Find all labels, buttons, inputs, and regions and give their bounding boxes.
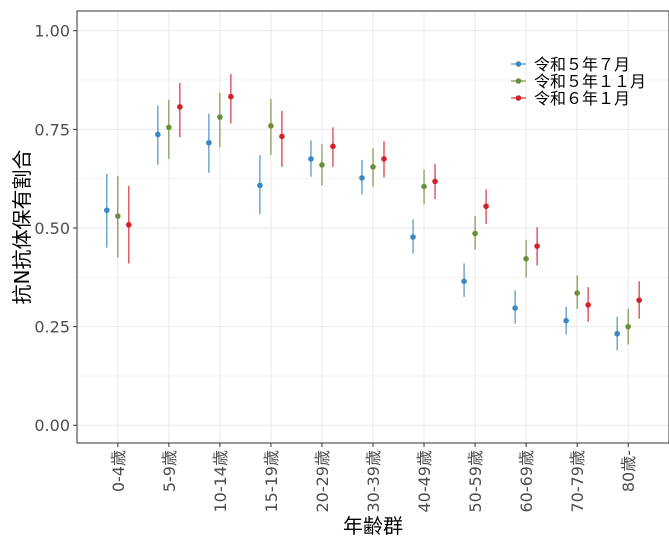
data-point	[574, 290, 580, 296]
x-tick-label: 30-39歳	[364, 450, 383, 513]
data-point	[155, 131, 161, 138]
data-point	[268, 123, 274, 129]
legend-key-point	[515, 95, 522, 101]
data-point	[432, 178, 438, 185]
grid-major-lines	[77, 11, 669, 443]
data-point	[472, 230, 478, 237]
data-point	[104, 207, 110, 214]
data-point	[206, 139, 212, 146]
y-tick-label: 0.25	[34, 318, 70, 337]
x-tick-label: 40-49歳	[415, 450, 434, 513]
legend-key-point	[515, 61, 522, 67]
data-point	[279, 133, 285, 140]
data-point	[217, 114, 223, 120]
x-tick-label: 0-4歳	[109, 450, 128, 492]
data-point	[585, 302, 591, 308]
data-point	[177, 104, 183, 110]
data-point	[625, 323, 631, 330]
legend-label: 令和６年１月	[534, 89, 630, 108]
x-tick-label: 10-14歳	[211, 450, 230, 513]
data-point	[257, 182, 263, 189]
y-axis-title: 抗N抗体保有割合	[10, 150, 34, 305]
data-point	[228, 93, 234, 100]
data-point	[115, 213, 121, 219]
data-point	[359, 175, 365, 181]
y-tick-label: 1.00	[34, 22, 70, 41]
data-points	[104, 74, 642, 351]
x-tick-label: 60-69歳	[517, 450, 536, 513]
legend-key-point	[515, 78, 522, 84]
y-tick-label: 0.00	[34, 416, 70, 435]
y-tick-label: 0.75	[34, 120, 70, 139]
data-point	[563, 317, 569, 324]
data-point	[330, 143, 336, 150]
x-tick-label: 15-19歳	[262, 450, 281, 513]
x-tick-label: 50-59歳	[466, 450, 485, 513]
x-tick-label: 80歳-	[619, 450, 638, 492]
y-tick-label: 0.50	[34, 219, 70, 238]
panel-border	[76, 10, 669, 444]
data-point	[523, 255, 529, 262]
y-axis-ticks: 0.00 0.25 0.50 0.75 1.00	[34, 22, 77, 435]
x-tick-label: 70-79歳	[568, 450, 587, 513]
data-point	[308, 156, 314, 162]
data-point	[512, 305, 518, 311]
x-tick-label: 20-29歳	[313, 450, 332, 513]
data-point	[166, 124, 172, 131]
x-axis-title: 年齢群	[343, 514, 403, 537]
x-tick-label: 5-9歳	[160, 450, 179, 492]
legend-label: 令和５年７月	[534, 55, 630, 74]
data-point	[319, 162, 325, 168]
data-point	[636, 297, 642, 303]
data-point	[410, 234, 416, 240]
data-point	[534, 243, 540, 249]
data-point	[614, 330, 620, 337]
data-point	[421, 183, 427, 190]
data-point	[381, 156, 387, 162]
x-axis-ticks: 0-4歳 5-9歳 10-14歳 15-19歳 20-29歳 30-39歳 40-49歳 50…	[109, 443, 638, 513]
data-point	[370, 164, 376, 170]
data-point	[461, 278, 467, 285]
data-point	[126, 222, 132, 228]
legend-label: 令和５年１１月	[534, 72, 646, 91]
data-point	[483, 203, 489, 210]
